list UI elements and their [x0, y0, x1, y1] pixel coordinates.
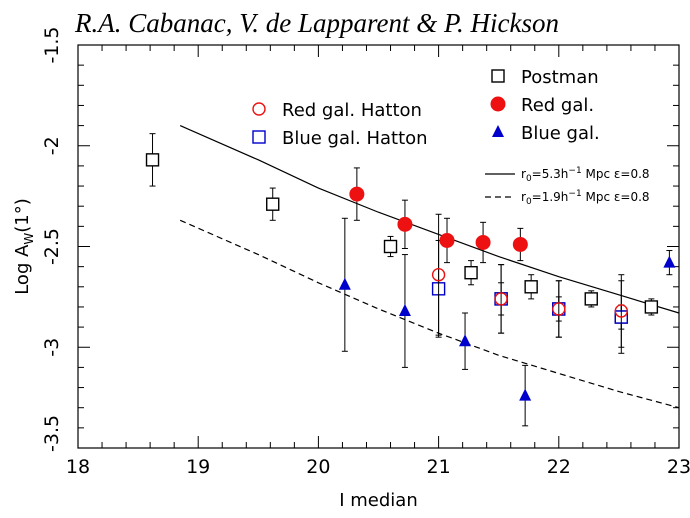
page-title: R.A. Cabanac, V. de Lapparent & P. Hicks… — [75, 8, 559, 38]
data-point — [644, 300, 659, 314]
data-point — [552, 302, 566, 316]
legend-label: Postman — [521, 67, 599, 88]
curve-label-mid: =1.9h — [532, 190, 569, 204]
legend-marker — [252, 130, 266, 144]
data-point — [439, 232, 455, 248]
legend-label: Red gal. — [521, 95, 594, 116]
curve-label-sup: −1 — [568, 189, 581, 199]
y-tick-label: -2.5 — [41, 228, 63, 265]
data-point — [614, 304, 629, 318]
legend: Postman Red gal. Blue gal. Red gal. Hatton B… — [252, 67, 650, 207]
data-point — [383, 239, 398, 254]
legend-marker — [252, 102, 266, 116]
x-tick-label: 22 — [547, 456, 571, 478]
data-point — [519, 388, 532, 401]
legend-marker — [491, 69, 505, 83]
legend-marker — [490, 96, 506, 112]
y-tick-label: -3 — [41, 338, 63, 357]
legend-label: Red gal. Hatton — [282, 100, 422, 121]
data-point — [475, 234, 491, 250]
data-point — [397, 216, 413, 232]
curve-label-prefix: r — [521, 167, 526, 181]
model-curve-dashed — [179, 219, 680, 409]
data-point — [459, 334, 472, 347]
y-tick-label: -2 — [41, 136, 63, 155]
data-point — [398, 303, 411, 316]
legend-label: Blue gal. — [521, 123, 600, 144]
data-point — [266, 197, 280, 211]
model-curve-solid — [179, 125, 680, 314]
data-point — [145, 153, 160, 167]
legend-curve-label: r0=1.9h−1 Mpc ε=0.8 — [521, 189, 650, 207]
data-point — [584, 292, 598, 306]
y-axis-label: Log AW(1°) — [12, 198, 36, 295]
legend-curve-label: r0=5.3h−1 Mpc ε=0.8 — [521, 166, 650, 184]
x-tick-label: 20 — [306, 456, 330, 478]
curve-label-tail: Mpc ε=0.8 — [582, 190, 650, 204]
data-point — [512, 236, 528, 252]
x-tick-label: 19 — [186, 456, 210, 478]
curve-label-sub: 0 — [526, 197, 532, 207]
axes: 18 19 20 21 22 23 -1.5 -2 -2.5 -3 -3.5 I median Log … — [12, 26, 690, 511]
data-point — [663, 255, 676, 268]
data-points — [145, 133, 676, 427]
curve-label-prefix: r — [521, 190, 526, 204]
curve-label-mid: =5.3h — [532, 167, 569, 181]
legend-label: Blue gal. Hatton — [282, 128, 428, 149]
y-tick-label: -1.5 — [41, 26, 63, 63]
data-point — [524, 280, 538, 294]
data-point — [338, 277, 351, 290]
data-point — [349, 186, 365, 202]
y-axis-label-sub: W — [22, 233, 36, 245]
y-axis-label-base: Log A — [12, 244, 33, 295]
x-tick-label: 21 — [427, 456, 451, 478]
curve-label-tail: Mpc ε=0.8 — [582, 167, 650, 181]
legend-marker — [492, 125, 504, 137]
y-axis-label-tail: (1°) — [12, 198, 33, 233]
curve-label-sub: 0 — [526, 174, 532, 184]
data-point — [464, 265, 478, 280]
x-axis-label: I median — [339, 490, 418, 511]
data-point — [431, 268, 446, 282]
y-tick-label: -3.5 — [41, 415, 63, 452]
data-point — [494, 292, 508, 306]
curve-label-sup: −1 — [568, 166, 581, 176]
x-tick-label: 23 — [667, 456, 690, 478]
x-tick-label: 18 — [66, 456, 90, 478]
